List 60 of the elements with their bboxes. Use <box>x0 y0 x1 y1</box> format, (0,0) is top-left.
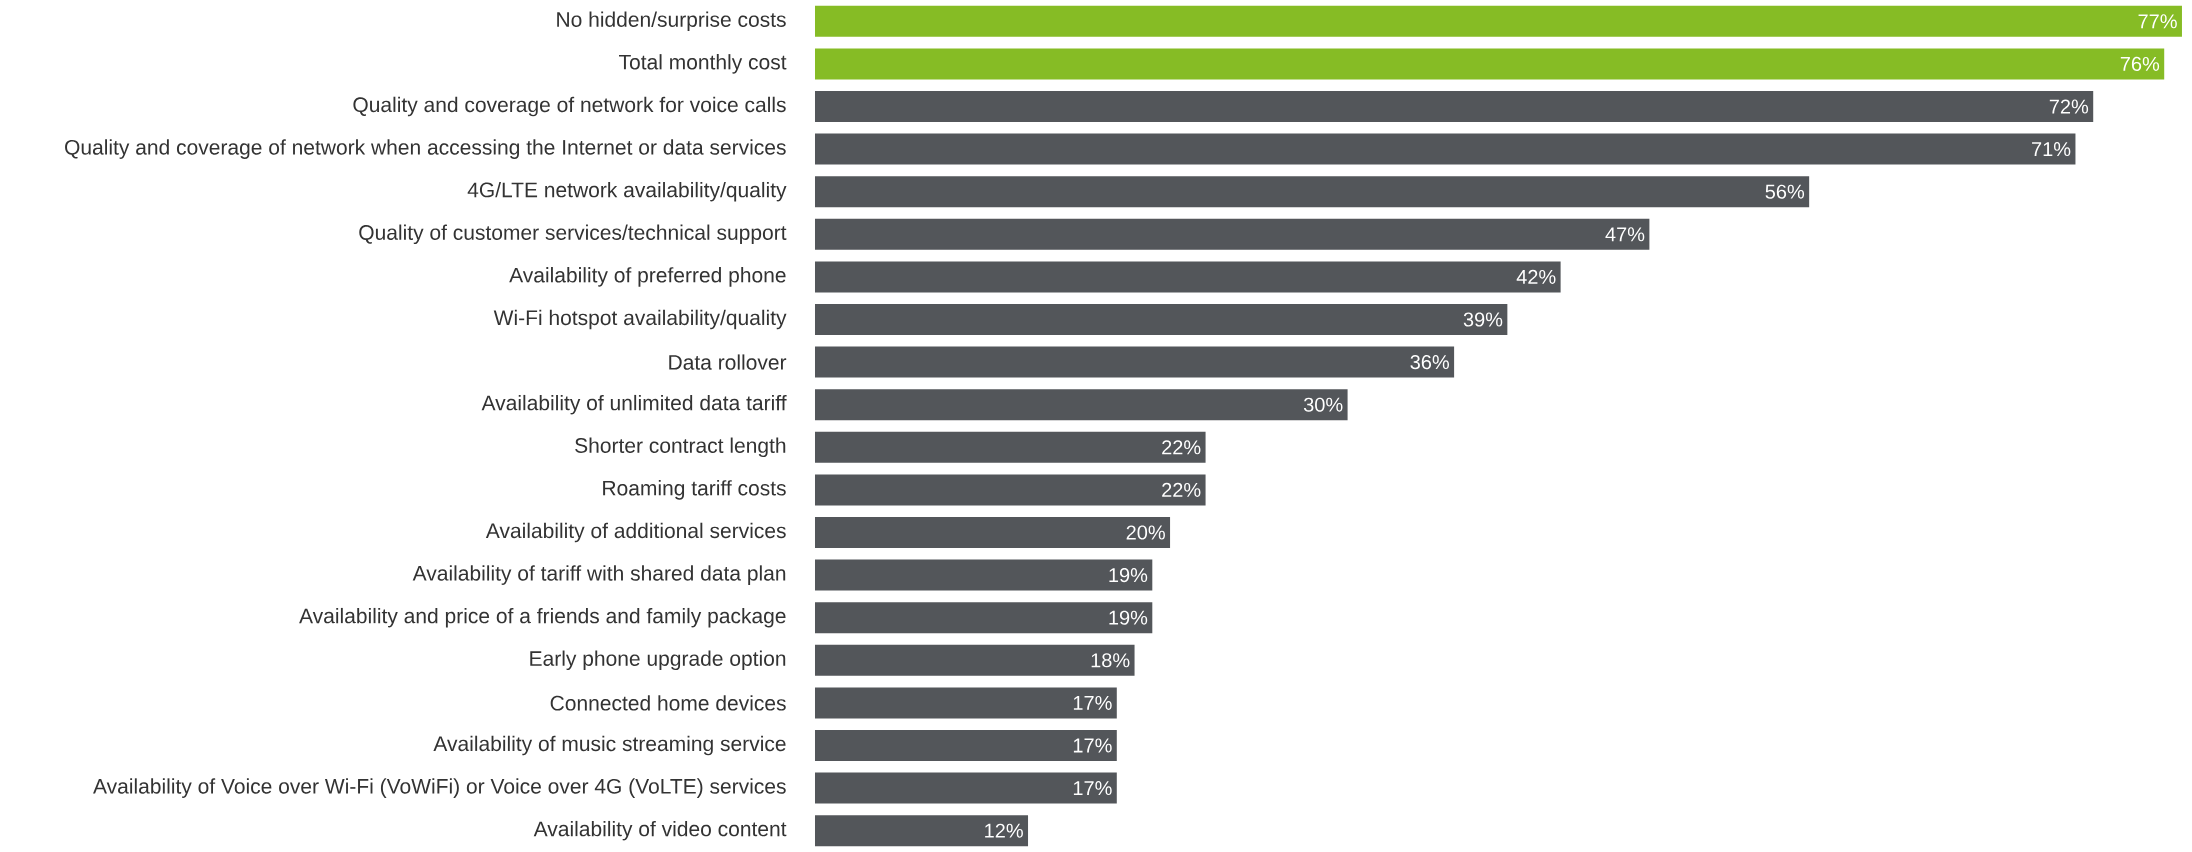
y-tick-label: Availability of tariff with shared data plan <box>412 565 786 585</box>
bar <box>815 346 1455 378</box>
data-label: 47% <box>1605 227 1645 242</box>
y-tick-label: Wi-Fi hotspot availability/quality <box>493 309 787 330</box>
bar <box>815 815 1029 847</box>
y-tick-label: Availability and price of a friends and family package <box>299 607 786 628</box>
data-label: 17% <box>1073 695 1112 710</box>
bar <box>815 730 1117 761</box>
data-label: 17% <box>1073 738 1112 753</box>
y-tick-label: Data rollover <box>669 354 787 370</box>
bar <box>815 5 2182 37</box>
y-tick-label: Availability of additional services <box>485 522 786 543</box>
y-tick-label: 4G/LTE network availability/quality <box>467 181 787 202</box>
bar <box>815 431 1206 463</box>
y-tick-label: Roaming tariff costs <box>603 480 786 500</box>
data-label: 19% <box>1109 568 1148 583</box>
bar <box>815 133 2076 165</box>
y-tick-label: Total monthly cost <box>619 54 787 74</box>
y-tick-label: Quality and coverage of network when accessing the Internet or data services <box>65 139 786 159</box>
y-tick-label: Availability of Voice over Wi-Fi (VoWiFi) or Voice over 4G (VoLTE) services <box>93 778 786 798</box>
y-tick-label: Availability of music streaming service <box>433 735 786 756</box>
data-label: 77% <box>2138 14 2177 29</box>
data-label: 72% <box>2049 99 2089 114</box>
y-tick-label: Availability of video content <box>533 820 787 841</box>
data-label: 12% <box>985 823 1023 838</box>
bar <box>815 687 1117 719</box>
data-label: 22% <box>1162 482 1201 497</box>
data-label: 19% <box>1109 610 1148 625</box>
bar <box>815 261 1561 293</box>
bar <box>815 559 1153 591</box>
bar <box>815 304 1508 335</box>
bar <box>815 602 1153 634</box>
bar <box>815 772 1117 804</box>
data-label: 36% <box>1410 355 1450 370</box>
bar <box>815 474 1206 506</box>
bar <box>815 644 1135 676</box>
data-label: 17% <box>1073 781 1112 796</box>
y-tick-label: Availability of unlimited data tariff <box>481 394 787 415</box>
bar <box>815 218 1650 250</box>
data-label: 42% <box>1516 269 1556 284</box>
bar <box>815 48 2165 80</box>
y-tick-label: Early phone upgrade option <box>530 650 786 671</box>
data-label: 20% <box>1126 525 1165 540</box>
bar <box>815 91 2094 123</box>
data-label: 56% <box>1765 184 1805 199</box>
bar <box>815 517 1171 548</box>
data-label: 39% <box>1463 312 1503 327</box>
data-label: 76% <box>2120 56 2160 71</box>
y-tick-label: No hidden/surprise costs <box>557 11 786 32</box>
data-label: 30% <box>1303 397 1343 412</box>
data-label: 22% <box>1162 440 1201 455</box>
bar <box>815 389 1348 421</box>
y-tick-label: Connected home devices <box>550 695 786 711</box>
data-label: 71% <box>2032 142 2071 157</box>
y-tick-label: Availability of preferred phone <box>509 267 786 287</box>
y-tick-label: Quality of customer services/technical support <box>359 224 787 245</box>
bar <box>815 176 1810 208</box>
y-tick-label: Quality and coverage of network for voice calls <box>353 96 786 117</box>
y-tick-label: Shorter contract length <box>575 437 786 458</box>
data-label: 18% <box>1091 653 1130 668</box>
